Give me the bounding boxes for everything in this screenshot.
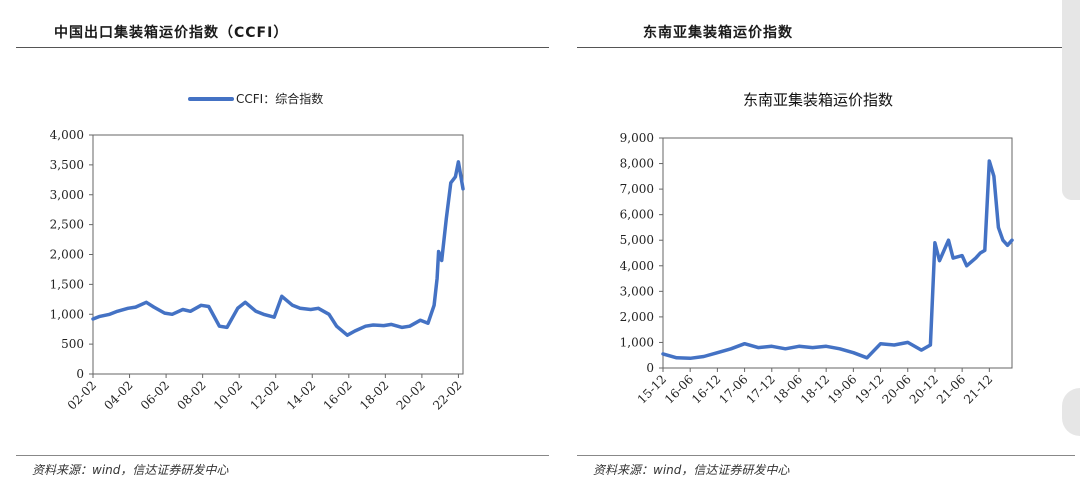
x-tick-label: 02-02 bbox=[65, 378, 99, 412]
x-tick-label: 17-06 bbox=[716, 372, 750, 406]
x-tick-label: 18-12 bbox=[798, 372, 832, 406]
sea-panel-title: 东南亚集装箱运价指数 bbox=[643, 25, 793, 41]
x-tick-label: 15-12 bbox=[635, 372, 669, 406]
y-tick-label: 2,000 bbox=[50, 248, 84, 262]
y-tick-label: 3,000 bbox=[620, 284, 654, 298]
x-tick-label: 21-06 bbox=[934, 372, 968, 406]
y-tick-label: 7,000 bbox=[620, 182, 654, 196]
x-tick-label: 22-02 bbox=[430, 378, 464, 412]
x-tick-label: 16-12 bbox=[689, 372, 723, 406]
x-tick-label: 16-02 bbox=[321, 378, 355, 412]
y-tick-label: 2,500 bbox=[50, 218, 84, 232]
y-tick-label: 4,000 bbox=[50, 128, 84, 142]
x-tick-label: 06-02 bbox=[138, 378, 172, 412]
y-tick-label: 4,000 bbox=[620, 259, 654, 273]
x-tick-label: 17-12 bbox=[744, 372, 778, 406]
plot-frame bbox=[662, 137, 1013, 369]
x-tick-label: 19-06 bbox=[825, 372, 859, 406]
x-tick-label: 18-02 bbox=[357, 378, 391, 412]
y-tick-label: 3,500 bbox=[50, 158, 84, 172]
x-tick-label: 08-02 bbox=[174, 378, 208, 412]
ccfi-panel: 中国出口集装箱运价指数（CCFI） 0 500 1,000 1,500 2,000 2,5… bbox=[16, 25, 549, 477]
x-tick-label: 14-02 bbox=[284, 378, 318, 412]
x-tick-label: 20-06 bbox=[880, 372, 914, 406]
y-tick-label: 3,000 bbox=[50, 188, 84, 202]
next-page-edge-bubble bbox=[1062, 388, 1080, 436]
sea-line-chart: 0 1,000 2,000 3,000 4,000 5,000 6,000 7,000 8,00… bbox=[620, 91, 1014, 407]
y-tick-label: 1,500 bbox=[50, 277, 84, 291]
y-tick-label: 2,000 bbox=[620, 310, 654, 324]
y-tick-label: 5,000 bbox=[620, 233, 654, 247]
ccfi-line-chart: 0 500 1,000 1,500 2,000 2,500 3,000 3,500 4,000 0… bbox=[50, 91, 465, 413]
y-tick-label: 1,000 bbox=[620, 335, 654, 349]
y-tick-label: 1,000 bbox=[50, 307, 84, 321]
y-tick-label: 6,000 bbox=[620, 208, 654, 222]
x-tick-label: 18-06 bbox=[771, 372, 805, 406]
x-tick-label: 12-02 bbox=[247, 378, 281, 412]
ccfi-source-divider bbox=[16, 455, 549, 456]
next-page-edge-tab bbox=[1062, 0, 1080, 200]
y-tick-label: 500 bbox=[61, 337, 84, 351]
series-line bbox=[91, 160, 465, 337]
y-tick-label: 0 bbox=[76, 367, 84, 381]
series-line bbox=[661, 159, 1014, 361]
x-tick-label: 21-12 bbox=[961, 372, 995, 406]
y-tick-label: 0 bbox=[646, 361, 654, 375]
sea-source-note: 资料来源：wind，信达证券研发中心 bbox=[593, 463, 790, 477]
ccfi-title-divider bbox=[16, 47, 549, 48]
sea-source-divider bbox=[577, 455, 1075, 456]
x-tick-label: 19-12 bbox=[852, 372, 886, 406]
plot-frame bbox=[92, 134, 464, 375]
x-tick-label: 04-02 bbox=[101, 378, 135, 412]
x-tick-label: 20-12 bbox=[907, 372, 941, 406]
legend-label: CCFI：综合指数 bbox=[236, 91, 323, 106]
y-tick-label: 9,000 bbox=[620, 131, 654, 145]
x-tick-label: 16-06 bbox=[662, 372, 696, 406]
sea-title-divider bbox=[577, 47, 1075, 48]
x-tick-label: 20-02 bbox=[394, 378, 428, 412]
ccfi-source-note: 资料来源：wind，信达证券研发中心 bbox=[32, 463, 229, 477]
y-tick-label: 8,000 bbox=[620, 157, 654, 171]
x-tick-label: 10-02 bbox=[211, 378, 245, 412]
ccfi-panel-title: 中国出口集装箱运价指数（CCFI） bbox=[54, 25, 289, 41]
chart-title: 东南亚集装箱运价指数 bbox=[743, 91, 893, 109]
sea-panel: 东南亚集装箱运价指数 0 1,000 2,000 3,000 4,000 5,000 6,0… bbox=[575, 0, 1080, 481]
